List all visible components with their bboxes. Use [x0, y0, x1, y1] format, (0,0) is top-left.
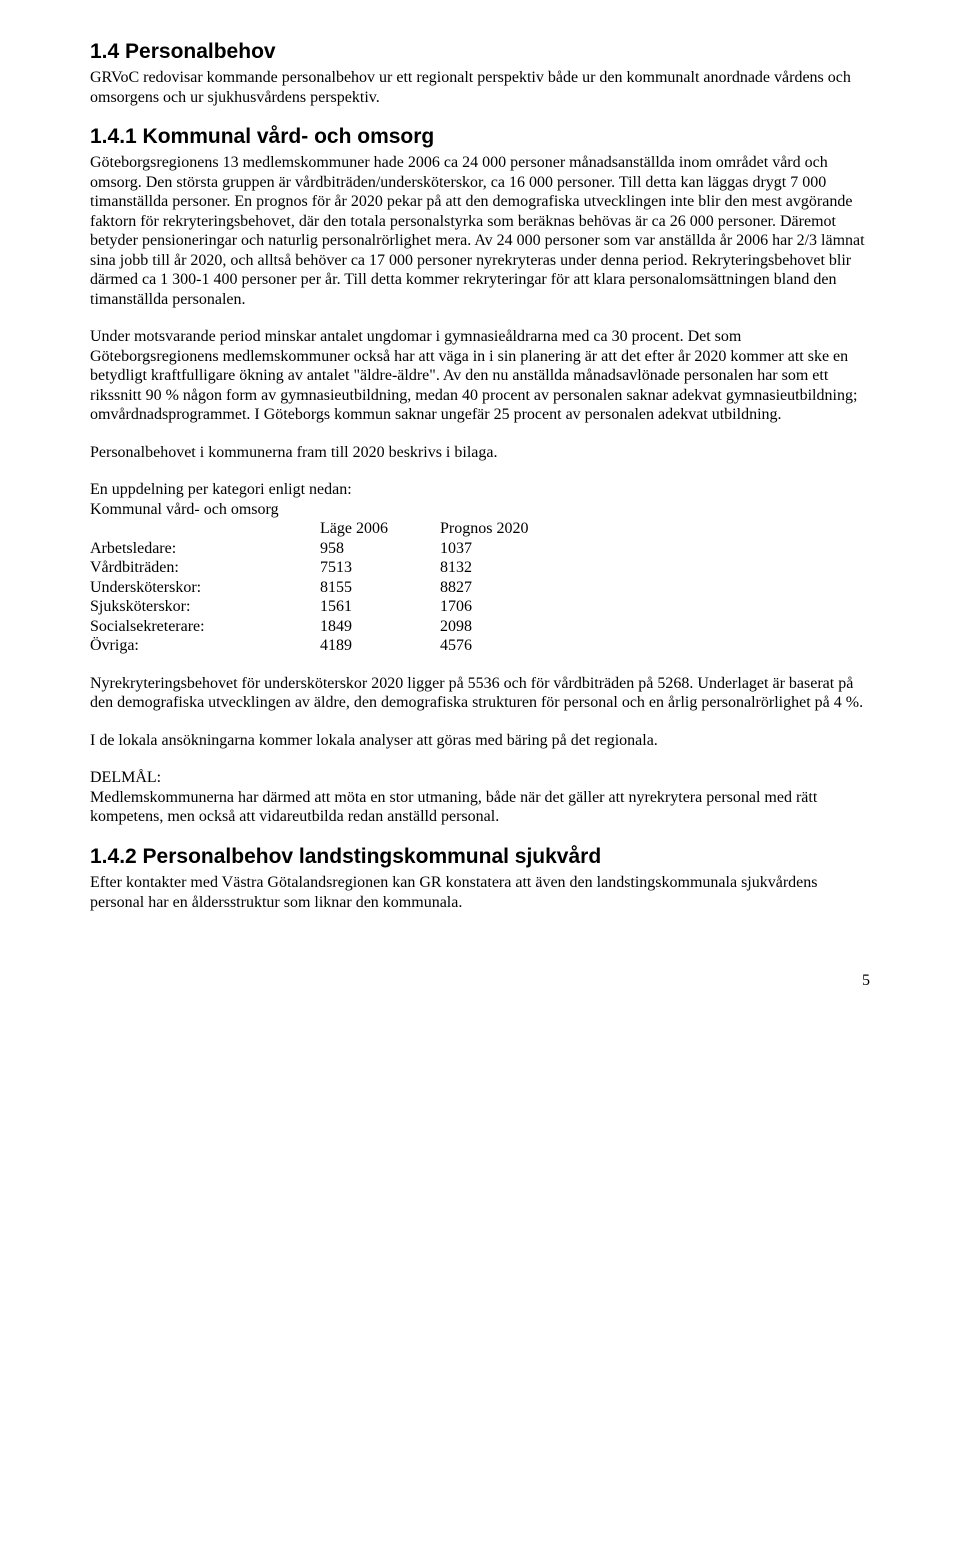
- table-row: Övriga: 4189 4576: [90, 636, 870, 656]
- row-label: Arbetsledare:: [90, 539, 320, 559]
- row-value-2: 8132: [440, 558, 580, 578]
- row-value-2: 4576: [440, 636, 580, 656]
- sub1-para5: I de lokala ansökningarna kommer lokala …: [90, 731, 870, 751]
- row-label: Vårdbiträden:: [90, 558, 320, 578]
- row-label: Sjuksköterskor:: [90, 597, 320, 617]
- row-value-2: 1706: [440, 597, 580, 617]
- table-row: Arbetsledare: 958 1037: [90, 539, 870, 559]
- row-value-1: 1561: [320, 597, 440, 617]
- table-row: Vårdbiträden: 7513 8132: [90, 558, 870, 578]
- category-table: En uppdelning per kategori enligt nedan:…: [90, 480, 870, 656]
- table-col-header-1: Läge 2006: [320, 519, 440, 539]
- row-value-1: 8155: [320, 578, 440, 598]
- row-value-1: 4189: [320, 636, 440, 656]
- subsection-2-heading: 1.4.2 Personalbehov landstingskommunal s…: [90, 845, 870, 869]
- row-value-2: 2098: [440, 617, 580, 637]
- sub1-para2: Under motsvarande period minskar antalet…: [90, 327, 870, 425]
- row-value-1: 7513: [320, 558, 440, 578]
- document-page: 1.4 Personalbehov GRVoC redovisar komman…: [0, 0, 960, 1030]
- section-intro: GRVoC redovisar kommande personalbehov u…: [90, 68, 870, 107]
- table-col-header-2: Prognos 2020: [440, 519, 580, 539]
- subsection-1-heading: 1.4.1 Kommunal vård- och omsorg: [90, 125, 870, 149]
- sub1-para4: Nyrekryteringsbehovet för underskötersko…: [90, 674, 870, 713]
- delmal-block: DELMÅL: Medlemskommunerna har därmed att…: [90, 768, 870, 827]
- table-header-row: Läge 2006 Prognos 2020: [90, 519, 870, 539]
- table-row: Socialsekreterare: 1849 2098: [90, 617, 870, 637]
- delmal-text: Medlemskommunerna har därmed att möta en…: [90, 789, 817, 826]
- sub1-para1: Göteborgsregionens 13 medlemskommuner ha…: [90, 153, 870, 309]
- row-label: Undersköterskor:: [90, 578, 320, 598]
- row-value-1: 1849: [320, 617, 440, 637]
- row-value-2: 1037: [440, 539, 580, 559]
- table-intro-line2: Kommunal vård- och omsorg: [90, 500, 870, 520]
- page-number: 5: [90, 972, 870, 990]
- table-row: Undersköterskor: 8155 8827: [90, 578, 870, 598]
- row-value-2: 8827: [440, 578, 580, 598]
- section-heading: 1.4 Personalbehov: [90, 40, 870, 64]
- sub1-para3: Personalbehovet i kommunerna fram till 2…: [90, 443, 870, 463]
- row-label: Övriga:: [90, 636, 320, 656]
- delmal-label: DELMÅL:: [90, 769, 161, 786]
- sub2-para: Efter kontakter med Västra Götalandsregi…: [90, 873, 870, 912]
- table-row: Sjuksköterskor: 1561 1706: [90, 597, 870, 617]
- row-value-1: 958: [320, 539, 440, 559]
- table-header-spacer: [90, 519, 320, 539]
- row-label: Socialsekreterare:: [90, 617, 320, 637]
- table-intro-line1: En uppdelning per kategori enligt nedan:: [90, 480, 870, 500]
